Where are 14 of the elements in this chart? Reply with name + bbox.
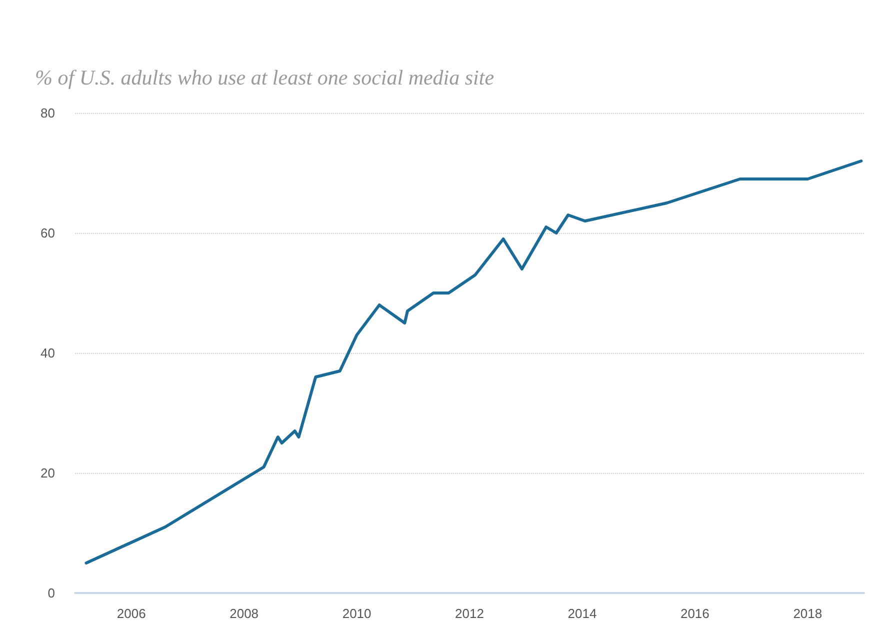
y-tick-label: 80 [40,106,55,120]
y-tick-label: 0 [48,586,55,600]
y-tick-label: 60 [40,226,55,240]
x-tick-label: 2018 [793,606,822,621]
line-series [84,160,863,564]
x-tick-label: 2012 [455,606,484,621]
x-tick-label: 2006 [116,606,146,621]
y-tick-label: 20 [40,466,55,480]
x-tick-label: 2008 [230,606,259,621]
x-tick-label: 2014 [568,606,597,621]
y-tick-label: 40 [40,346,55,360]
x-tick-label: 2016 [680,606,710,621]
x-tick-label: 2010 [342,606,372,621]
chart-title: % of U.S. adults who use at least one social media site [35,66,494,90]
